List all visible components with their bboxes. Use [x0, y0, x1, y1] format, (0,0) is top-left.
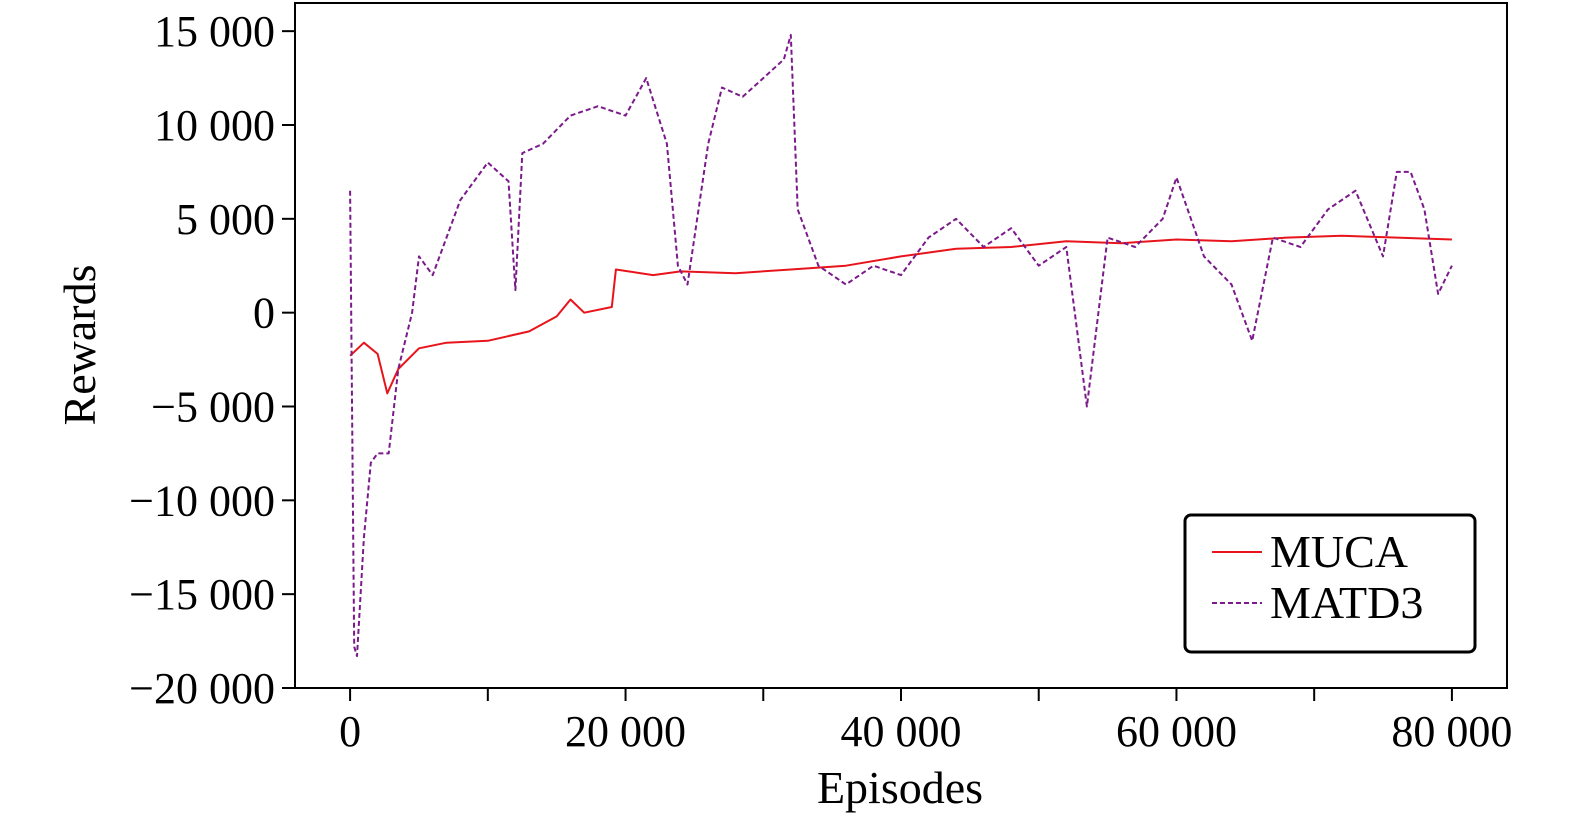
- y-tick-label: 15 000: [154, 7, 275, 56]
- x-tick-label: 60 000: [1116, 707, 1237, 756]
- x-tick-label: 40 000: [841, 707, 962, 756]
- y-tick-label: 5 000: [176, 195, 275, 244]
- x-tick-label: 20 000: [565, 707, 686, 756]
- x-axis-title: Episodes: [817, 762, 983, 813]
- y-tick-label: 10 000: [154, 101, 275, 150]
- series-line-matd3: [349, 33, 1453, 658]
- x-tick-label: 0: [339, 707, 361, 756]
- series-line-muca: [349, 234, 1452, 395]
- series-layer: [349, 33, 1453, 658]
- legend-label-muca: MUCA: [1270, 526, 1408, 577]
- legend-label-matd3: MATD3: [1270, 577, 1423, 628]
- y-tick-label: −20 000: [129, 664, 275, 713]
- y-axis-title: Rewards: [54, 265, 105, 426]
- legend-box: [1183, 513, 1477, 654]
- x-tick-label: 80 000: [1391, 707, 1512, 756]
- y-tick-label: 0: [253, 289, 275, 338]
- y-tick-label: −5 000: [151, 382, 275, 431]
- legend: MUCA MATD3: [1183, 513, 1477, 654]
- y-tick-label: −15 000: [129, 570, 275, 619]
- axes: 15 000 10 000 5 000 0 −5 000 −10 000 −15 000 −2…: [129, 2, 1512, 756]
- y-tick-label: −10 000: [129, 476, 275, 525]
